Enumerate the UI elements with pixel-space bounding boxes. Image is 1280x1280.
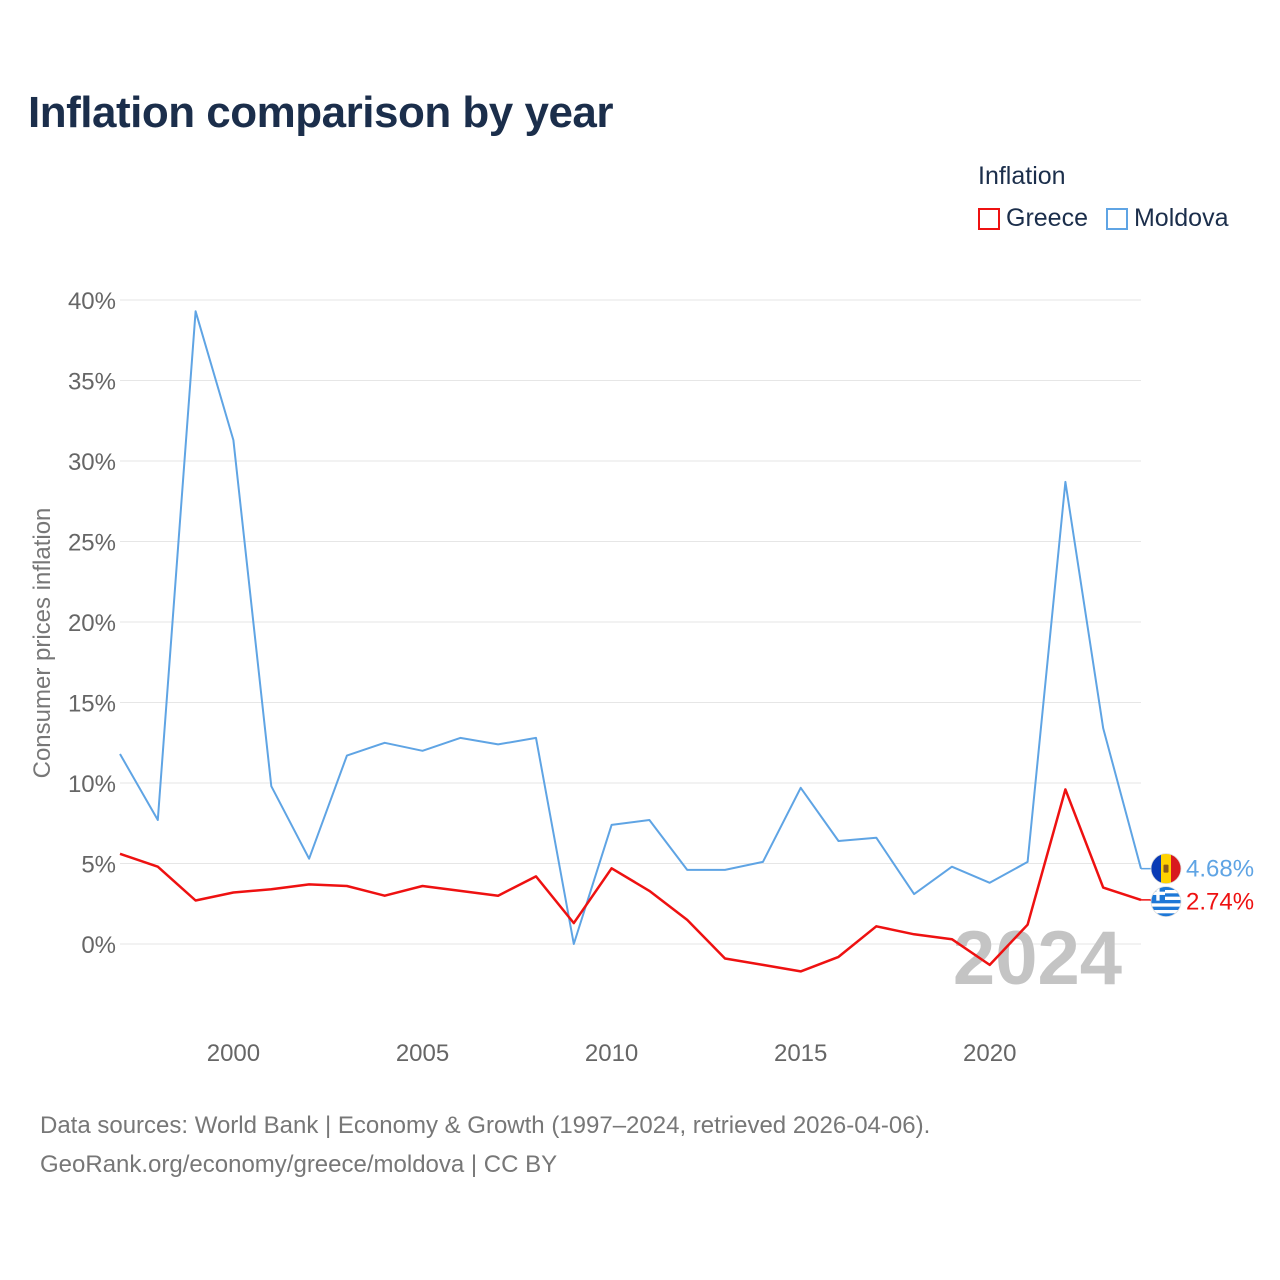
y-axis-ticks: 0% 5% 10% 15% 20% 25% 30% 35% 40% [68,288,116,959]
legend-item-moldova[interactable]: Moldova [1105,204,1229,233]
series-lines [119,310,1142,973]
series-line-greece [119,788,1142,973]
legend-title: Inflation [978,162,1066,190]
y-axis-label: Consumer prices inflation [29,508,56,779]
x-tick-label: 2020 [963,1040,1016,1067]
line-chart: 0%5%10%15%20%25%30%35%40% 2000 2005 2010 20… [29,288,1254,1067]
y-tick-label: 30% [68,449,116,476]
y-tick-label: 40% [68,288,116,315]
end-value-label-greece: 2.74% [1186,889,1254,916]
y-tick-label: 0% [81,932,116,959]
legend: Greece Moldova [978,204,1246,233]
y-tick-label: 5% [81,852,116,879]
x-axis-ticks: 2000 2005 2010 2015 2020 [207,1040,1017,1067]
legend-label-moldova: Moldova [1133,204,1229,232]
end-value-label-moldova: 4.68% [1186,856,1254,883]
y-tick-label: 35% [68,369,116,396]
y-tick-label: 10% [68,771,116,798]
end-markers: 4.68% 2.74% [1141,853,1254,918]
x-tick-label: 2005 [396,1040,449,1067]
greece-flag-icon [1150,886,1182,918]
y-tick-label: 15% [68,691,116,718]
x-tick-label: 2015 [774,1040,827,1067]
series-line-moldova [119,310,1142,945]
x-tick-label: 2010 [585,1040,638,1067]
moldova-flag-icon [1150,853,1182,885]
end-marker-greece: 2.74% [1141,886,1254,918]
y-tick-label: 20% [68,610,116,637]
legend-label-greece: Greece [1006,204,1088,232]
attribution-line[interactable]: GeoRank.org/economy/greece/moldova | CC … [40,1151,558,1178]
legend-swatch-moldova [1105,207,1128,230]
y-tick-label: 25% [68,530,116,557]
gridlines [120,299,1141,945]
legend-item-greece[interactable]: Greece [978,204,1088,233]
x-tick-label: 2000 [207,1040,260,1067]
data-source: Data sources: World Bank | Economy & Gro… [40,1106,930,1184]
source-line: Data sources: World Bank | Economy & Gro… [40,1112,931,1139]
legend-swatch-greece [978,207,1000,230]
end-marker-moldova: 4.68% [1141,853,1254,885]
chart-title: Inflation comparison by year [28,88,614,137]
